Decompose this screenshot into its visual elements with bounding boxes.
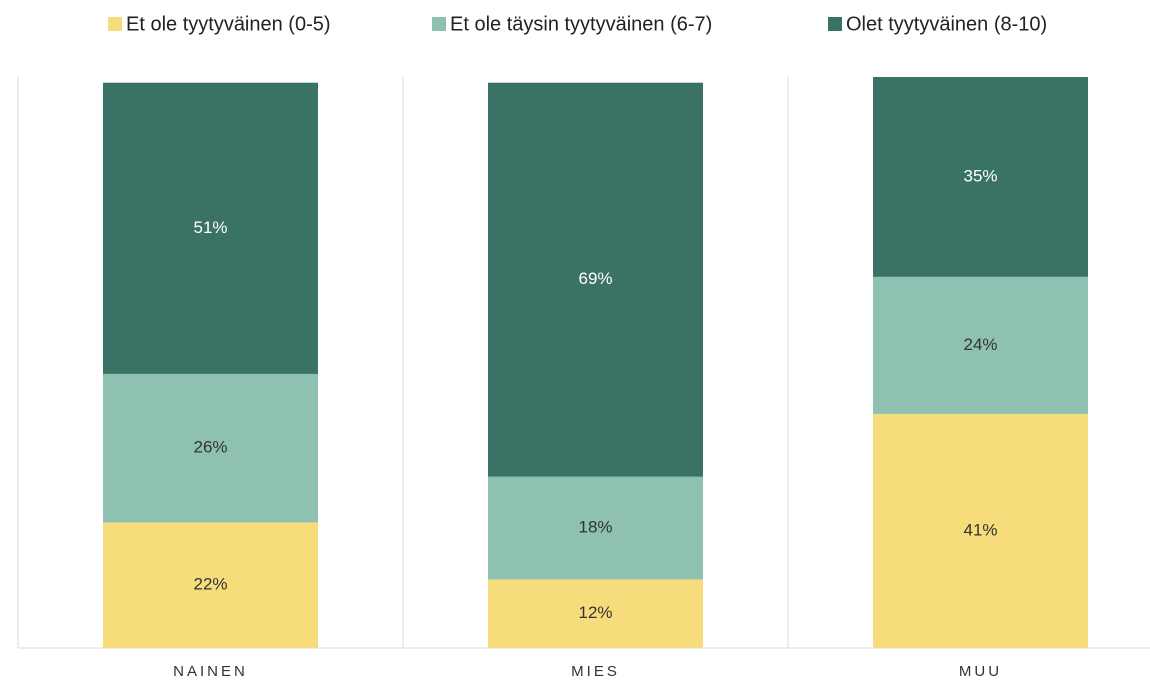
- bar-segment: [873, 276, 1088, 414]
- legend-label: Olet tyytyväinen (8-10): [846, 13, 1047, 35]
- legend-swatch: [432, 17, 446, 31]
- bar-segment: [488, 579, 703, 648]
- legend-label: Et ole tyytyväinen (0-5): [126, 13, 331, 35]
- bar-segment: [103, 522, 318, 648]
- legend-swatch: [828, 17, 842, 31]
- bar-segment: [488, 476, 703, 580]
- data-label: 12%: [578, 603, 612, 622]
- data-label: 51%: [193, 218, 227, 237]
- data-label: 26%: [193, 438, 227, 457]
- x-tick-label: NAINEN: [173, 663, 248, 680]
- data-label: 24%: [963, 335, 997, 354]
- data-label: 35%: [963, 166, 997, 185]
- data-label: 41%: [963, 520, 997, 539]
- bar-segment: [873, 77, 1088, 277]
- x-tick-label: MUU: [959, 663, 1002, 680]
- bar-segment: [103, 82, 318, 374]
- bar-segment: [873, 413, 1088, 648]
- data-label: 69%: [578, 269, 612, 288]
- bar-segment: [488, 82, 703, 477]
- x-tick-label: MIES: [571, 663, 620, 680]
- data-label: 18%: [578, 518, 612, 537]
- bar-segment: [103, 373, 318, 523]
- legend-swatch: [108, 17, 122, 31]
- data-label: 22%: [193, 575, 227, 594]
- legend-label: Et ole täysin tyytyväinen (6-7): [450, 13, 712, 35]
